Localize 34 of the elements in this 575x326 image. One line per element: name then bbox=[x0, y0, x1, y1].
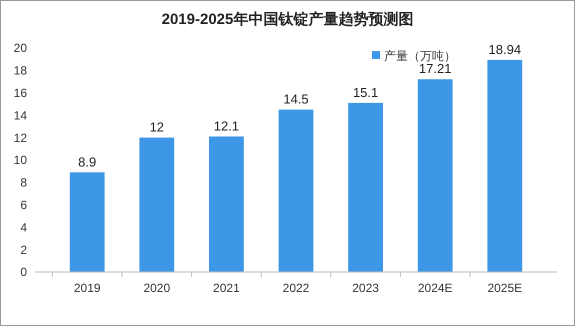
data-label: 15.1 bbox=[352, 84, 378, 100]
data-label: 8.9 bbox=[78, 154, 96, 170]
chart-title: 2019-2025年中国钛锭产量趋势预测图 bbox=[162, 11, 414, 28]
x-tick-label: 2021 bbox=[213, 281, 240, 295]
x-tick-label: 2019 bbox=[74, 281, 101, 295]
bar bbox=[139, 138, 174, 272]
bar bbox=[418, 79, 453, 272]
data-label: 14.5 bbox=[283, 92, 309, 107]
y-tick-label: 10 bbox=[14, 153, 28, 168]
x-tick-label: 2022 bbox=[282, 281, 310, 295]
y-tick-label: 18 bbox=[14, 64, 28, 78]
bar bbox=[209, 136, 244, 272]
y-tick-label: 12 bbox=[14, 130, 28, 145]
bar bbox=[348, 102, 383, 272]
data-label: 12 bbox=[150, 120, 164, 135]
x-tick-label: 2025E bbox=[487, 281, 522, 295]
bar bbox=[278, 110, 314, 272]
y-tick-label: 20 bbox=[14, 41, 28, 56]
x-tick-label: 2020 bbox=[143, 281, 170, 295]
x-tick-label: 2023 bbox=[352, 281, 380, 295]
bar bbox=[70, 172, 105, 272]
y-tick-label: 14 bbox=[14, 108, 28, 122]
data-label: 17.21 bbox=[418, 61, 452, 76]
bar bbox=[487, 60, 522, 272]
y-tick-label: 6 bbox=[20, 198, 28, 212]
data-label: 18.94 bbox=[488, 42, 522, 57]
data-label: 12.1 bbox=[214, 118, 240, 134]
legend-label: 产量（万吨） bbox=[384, 49, 456, 64]
y-tick-label: 0 bbox=[20, 265, 28, 280]
y-tick-label: 16 bbox=[14, 86, 28, 100]
y-tick-label: 2 bbox=[20, 242, 28, 257]
y-tick-label: 8 bbox=[20, 176, 28, 190]
x-tick-label: 2024E bbox=[418, 281, 453, 295]
y-tick-label: 4 bbox=[20, 220, 28, 234]
